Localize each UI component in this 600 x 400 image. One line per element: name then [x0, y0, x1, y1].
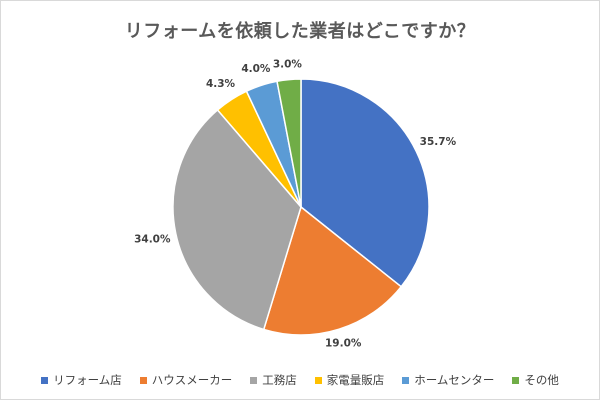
pie-slice	[276, 78, 302, 208]
legend-label: ホームセンター	[414, 373, 495, 387]
legend-swatch	[250, 376, 258, 384]
legend-label: リフォーム店	[53, 373, 122, 387]
legend-label: その他	[524, 373, 559, 387]
chart-title: リフォームを依頼した業者はどこですか？	[124, 21, 476, 42]
legend-label: 家電量販店	[326, 373, 385, 387]
legend-swatch	[139, 376, 147, 384]
pie-slice	[300, 78, 430, 288]
pie-slice	[262, 205, 403, 336]
legend-item: 工務店	[250, 372, 297, 388]
data-label: 34.0%	[134, 233, 171, 245]
data-label: 4.3%	[206, 78, 236, 90]
legend: リフォーム店 ハウスメーカー 工務店 家電量販店 ホームセンター その他	[1, 372, 599, 388]
legend-item: ハウスメーカー	[139, 372, 233, 388]
legend-item: 家電量販店	[314, 372, 385, 388]
legend-label: 工務店	[262, 373, 297, 387]
legend-swatch	[314, 376, 322, 384]
legend-swatch	[512, 376, 520, 384]
legend-swatch	[402, 376, 410, 384]
data-label: 3.0%	[273, 59, 303, 71]
legend-item: リフォーム店	[41, 372, 122, 388]
legend-label: ハウスメーカー	[151, 373, 233, 387]
legend-item: その他	[512, 372, 559, 388]
data-label: 4.0%	[241, 63, 271, 75]
legend-swatch	[41, 376, 49, 384]
pie-slice	[172, 108, 302, 331]
data-label: 19.0%	[325, 338, 362, 350]
data-label: 35.7%	[420, 136, 457, 148]
legend-item: ホームセンター	[402, 372, 494, 388]
